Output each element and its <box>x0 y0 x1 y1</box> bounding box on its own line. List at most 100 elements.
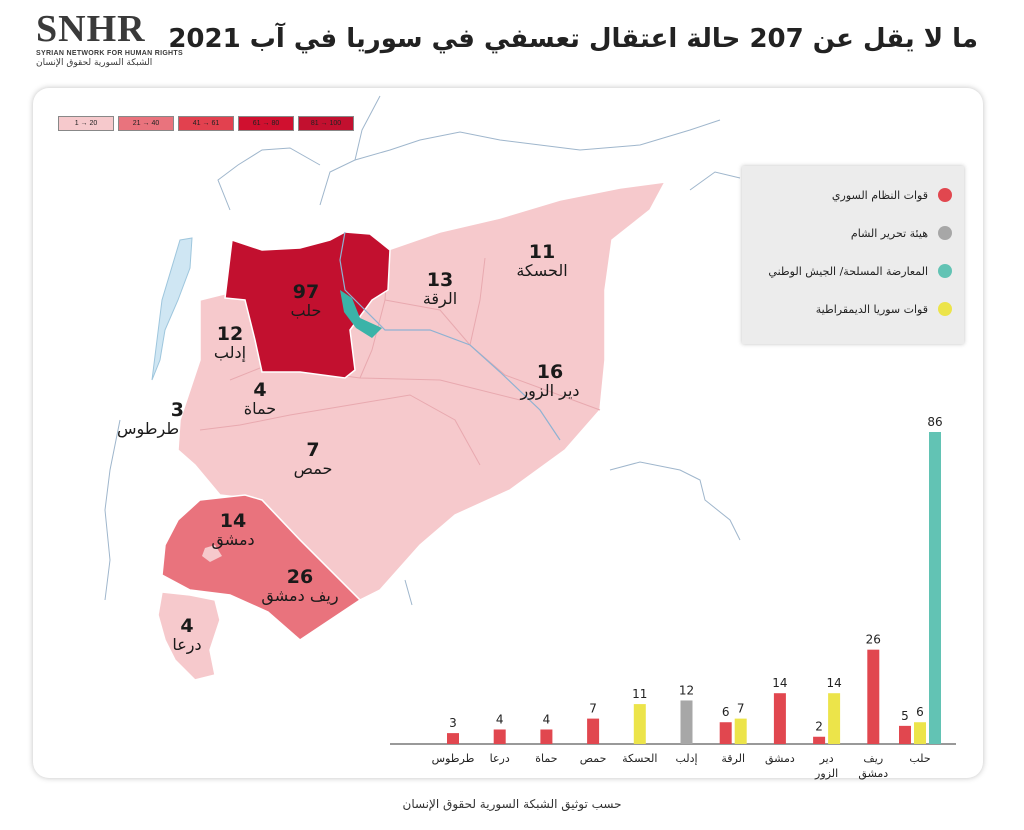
legend-item: قوات النظام السوري <box>832 188 952 202</box>
bar-value-label: 6 <box>916 705 924 719</box>
map-label-homs: 7 حمص <box>283 440 343 478</box>
lake-assad <box>340 290 382 338</box>
legend-dot-icon <box>938 302 952 316</box>
bar-value-label: 14 <box>772 676 787 690</box>
daraa-region <box>157 591 221 681</box>
scale-item: 41 → 61 <box>178 116 234 131</box>
color-scale: 1 → 20 21 → 40 41 → 61 61 → 80 81 → 100 <box>58 116 354 131</box>
page-title: ما لا يقل عن 207 حالة اعتقال تعسفي في سو… <box>168 24 978 54</box>
bar <box>447 733 459 744</box>
logo-arabic: الشبكة السورية لحقوق الإنسان <box>36 58 153 68</box>
bar-value-label: 86 <box>927 415 942 429</box>
map-value: 26 <box>286 566 314 588</box>
bar-value-label: 12 <box>679 683 694 697</box>
bar <box>773 693 786 744</box>
category-label: إدلب <box>675 752 697 765</box>
legend-label: هيئة تحرير الشام <box>850 226 928 240</box>
map-name: حماة <box>243 399 277 418</box>
bar-value-label: 4 <box>543 712 551 726</box>
bar <box>828 693 841 744</box>
bar <box>813 736 826 744</box>
snhr-logo: SNHR SYRIAN NETWORK FOR HUMAN RIGHTS الش… <box>36 10 186 68</box>
map-label-tartus: 3 طرطوس <box>108 400 188 438</box>
aleppo-region <box>224 231 391 379</box>
category-label: حمص <box>580 752 607 765</box>
scale-item-label: 21 → 40 <box>132 120 160 127</box>
map-name: طرطوس <box>116 419 180 438</box>
map-value: 13 <box>426 269 454 291</box>
category-label: طرطوس <box>432 752 475 765</box>
legend-item: المعارضة المسلحة/ الجيش الوطني <box>768 264 952 278</box>
map-name: درعا <box>172 635 202 654</box>
legend-label: قوات النظام السوري <box>831 188 928 202</box>
bar-value-label: 6 <box>722 705 730 719</box>
bar <box>493 729 506 744</box>
legend-dot-icon <box>938 264 952 278</box>
map-value: 4 <box>180 615 194 637</box>
map-value: 97 <box>292 281 320 303</box>
bar <box>899 725 911 744</box>
bar-value-label: 7 <box>589 702 597 716</box>
map-value: 16 <box>536 361 564 383</box>
map-value: 11 <box>528 241 556 263</box>
bar-value-label: 26 <box>866 633 881 647</box>
bar <box>540 729 553 744</box>
bar <box>914 722 926 744</box>
header: SNHR SYRIAN NETWORK FOR HUMAN RIGHTS الش… <box>0 0 1024 80</box>
bar <box>719 722 732 744</box>
bar-value-label: 14 <box>826 676 841 690</box>
legend-dot-icon <box>938 226 952 240</box>
map-name: دير الزور <box>520 381 580 400</box>
source-note: حسب توثيق الشبكة السورية لحقوق الإنسان <box>402 797 622 811</box>
map-label-raqqa: 13 الرقة <box>410 270 470 308</box>
map-label-hasakah: 11 الحسكة <box>502 242 582 280</box>
map-value: 7 <box>306 439 320 461</box>
scale-item: 21 → 40 <box>118 116 174 131</box>
scale-item: 1 → 20 <box>58 116 114 131</box>
map-name: ريف دمشق <box>261 586 339 605</box>
scale-item-label: 61 → 80 <box>252 120 280 127</box>
map-value: 3 <box>170 399 184 421</box>
category-label: الرقة <box>721 752 745 765</box>
scale-item: 61 → 80 <box>238 116 294 131</box>
euphrates-river <box>339 231 561 441</box>
bar-value-label: 4 <box>496 712 504 726</box>
bar <box>867 649 880 744</box>
map-name: الحسكة <box>516 261 568 280</box>
map-label-aleppo: 97 حلب <box>276 282 336 320</box>
category-label: درعا <box>490 752 510 765</box>
bar <box>587 718 600 744</box>
bar <box>680 700 693 744</box>
bar <box>633 704 646 744</box>
map-name: دمشق <box>211 530 255 549</box>
bar <box>929 432 941 744</box>
bar-value-label: 2 <box>815 720 823 734</box>
bar-value-label: 7 <box>737 702 745 716</box>
map-label-daraa: 4 درعا <box>162 616 212 654</box>
bar-value-label: 5 <box>901 709 909 723</box>
legend-label: قوات سوريا الديمقراطية <box>815 302 928 316</box>
category-label: دير <box>819 752 834 765</box>
category-label: دمشق <box>858 767 888 781</box>
rif-dimashq-region <box>161 494 362 641</box>
category-label: حماة <box>535 752 557 765</box>
sea-area <box>151 237 193 381</box>
category-label: الزور <box>814 767 838 780</box>
map-value: 4 <box>253 379 267 401</box>
map-name: حلب <box>290 301 322 320</box>
border-lines <box>104 95 741 606</box>
damascus-city-region <box>202 545 222 562</box>
bar-value-label: 3 <box>449 716 457 730</box>
map-value: 14 <box>219 510 247 532</box>
legend-item: هيئة تحرير الشام <box>851 226 952 240</box>
map-name: حمص <box>293 459 333 478</box>
logo-main: SNHR <box>36 8 146 50</box>
legend: قوات النظام السوري هيئة تحرير الشام المع… <box>742 166 964 344</box>
legend-label: المعارضة المسلحة/ الجيش الوطني <box>768 264 928 278</box>
map-label-deir-ez-zor: 16 دير الزور <box>510 362 590 400</box>
category-label: الحسكة <box>622 752 657 765</box>
logo-sub: SYRIAN NETWORK FOR HUMAN RIGHTS <box>36 50 183 57</box>
map-label-rif-dimashq: 26 ريف دمشق <box>250 567 350 605</box>
